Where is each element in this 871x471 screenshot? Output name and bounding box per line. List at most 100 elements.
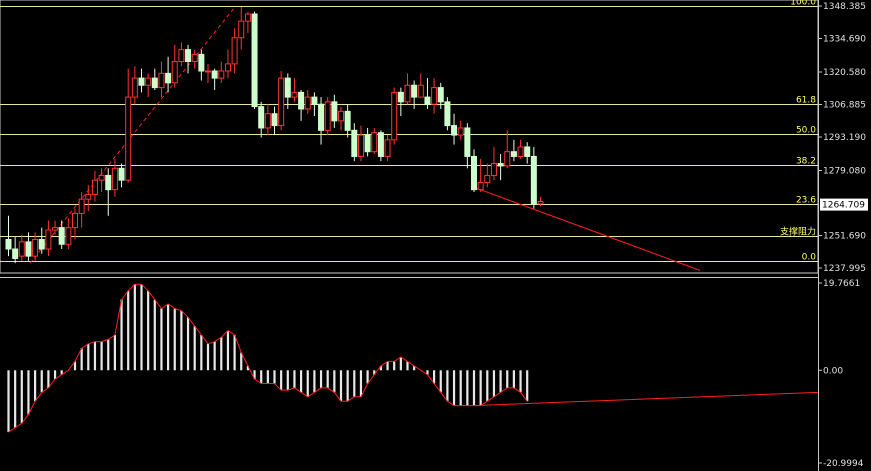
candle-body [464,127,471,157]
candle-body [444,101,451,127]
candle-body [91,179,98,195]
candle-body [397,91,404,103]
fib-level-label: 38.2 [796,157,816,167]
candle-body [138,77,145,86]
candle-body [284,77,291,98]
candle-body [517,146,524,157]
price-tick-label: 1320.580 [823,68,866,78]
candle-body [85,193,92,200]
candle-body [165,72,172,84]
fib-level-label: 50.0 [796,126,816,136]
fib-level-label: 23.6 [796,196,816,206]
candle-body [338,110,344,122]
candle-body [118,167,125,181]
indicator-pane [0,277,819,433]
candle-body [364,134,371,153]
price-tick-label: 1306.885 [823,100,866,110]
indicator-tick-label: -20.9994 [823,459,864,469]
candle-body [18,241,25,257]
candle-body [238,20,245,39]
candle-body [72,212,78,229]
price-tick-label: 1293.190 [823,133,866,143]
trendline [29,6,236,264]
candle-body [424,96,431,105]
candle-body [218,70,225,79]
indicator-tick-label: 19.7661 [823,279,860,289]
candle-body [224,63,231,72]
candle-body [537,201,544,205]
candle-body [431,87,438,105]
oscillator-line [8,283,528,433]
candle-body [178,49,185,63]
candle-body [490,163,497,176]
price-tick-label: 1279.080 [823,166,866,176]
current-price-label: 1264.709 [822,201,865,211]
candle-body [417,84,424,98]
candle-body [171,61,178,84]
price-axis: 1348.385 1334.690 1320.580 1306.885 1293.190… [818,0,868,471]
candle-body [291,91,298,98]
candle-body [151,77,158,89]
candle-body [404,84,411,103]
fib-level-label: 支撑阻力 [780,226,816,238]
current-price-box [820,198,868,211]
fib-level-label: 0.0 [802,253,817,263]
candle-body [497,163,504,167]
candle-body [510,151,517,157]
candle-body [384,139,391,157]
fib-level-label: 100.0 [790,0,816,8]
candle-body [105,174,112,191]
candle-body [131,77,138,98]
candle-body [38,239,45,250]
candle-body [351,129,358,157]
candle-body [158,72,165,89]
candle-body [457,127,464,136]
candle-body [298,91,305,110]
candle-body [191,53,198,63]
indicator-tick-label: 0.00 [823,366,843,376]
candle-body [45,229,52,250]
candle-body [391,91,398,141]
candle-body [344,110,351,131]
candle-body [451,125,458,136]
oscillator-trendline [473,391,819,407]
candle-body [98,174,105,181]
price-tick-label: 1348.385 [823,2,866,12]
candle-body [198,53,205,72]
candle-body [377,132,384,157]
candle-body [5,239,12,250]
candle-body [52,227,59,231]
candle-body [244,13,251,22]
candle-body [484,174,491,184]
candle-body [111,167,118,191]
price-pane: 100.0 61.8 50.0 38.2 23.6 支撑阻力 0.0 [0,0,819,274]
candle-body [205,70,211,73]
candle-body [258,106,265,129]
candle-body [524,146,531,157]
candle-body [311,96,318,105]
candle-body [125,96,132,181]
candle-body [324,101,331,131]
candle-body [357,134,364,157]
price-tick-label: 1334.690 [823,35,866,45]
trendline [473,186,701,271]
candle-body [185,49,192,63]
candle-body [65,227,72,245]
candle-body [331,101,338,122]
candle-body [530,155,537,205]
candle-body [471,155,477,191]
candle-body [32,239,39,257]
candle-body [25,241,32,257]
fib-level-label: 61.8 [796,96,816,106]
candle-body [211,70,218,79]
candle-body [278,77,285,127]
candle-body [145,77,152,86]
price-tick-label: 1237.995 [823,264,866,274]
candle-body [264,113,271,129]
candle-body [78,198,85,214]
price-pane-border [0,0,819,274]
candle-body [251,13,258,108]
candle-body [504,151,511,167]
candle-body [318,103,325,131]
